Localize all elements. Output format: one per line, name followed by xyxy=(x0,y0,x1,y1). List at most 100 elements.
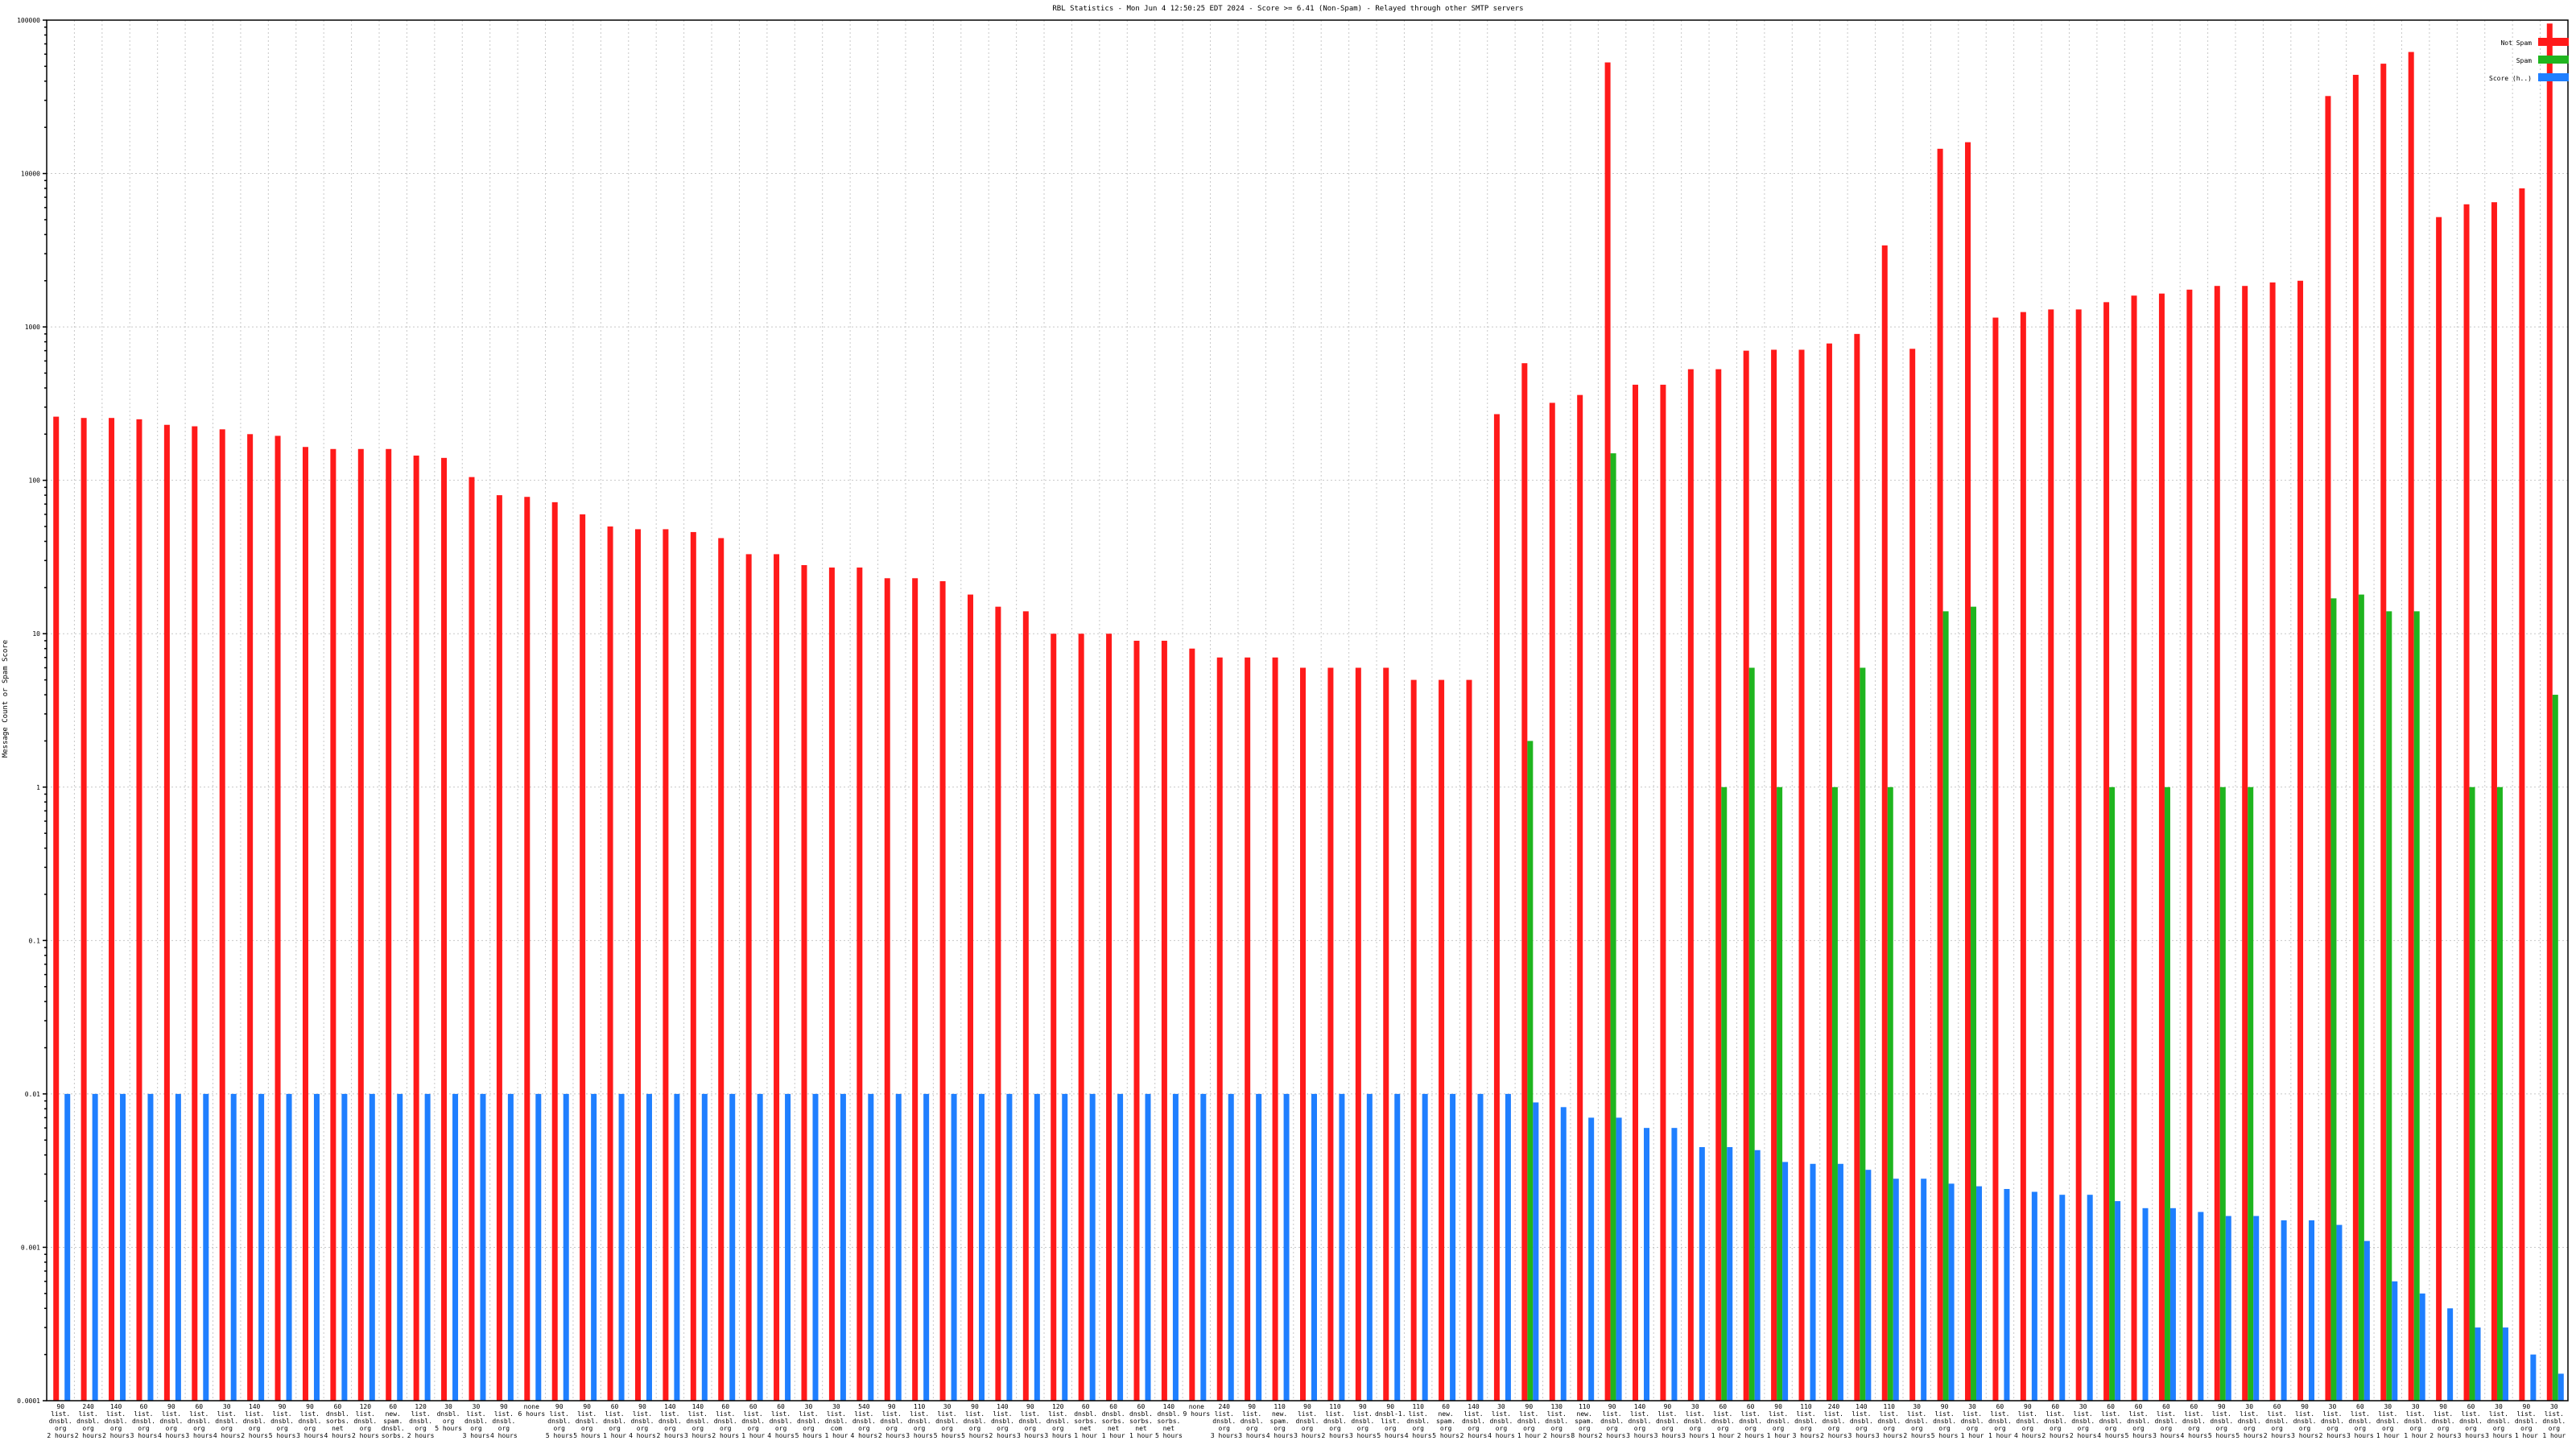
x-tick-label-line: 5 hours xyxy=(1155,1432,1183,1439)
x-tick-label: 60 list. dnsbl. org 1 hour xyxy=(741,1403,765,1439)
x-tick-label-line: list. xyxy=(1990,1410,2009,1418)
score-bar xyxy=(480,1093,486,1401)
x-tick-label-line: 3 hours xyxy=(1211,1432,1238,1439)
x-tick-label-line: 30 xyxy=(2384,1403,2392,1410)
x-tick-label-line: dnsbl. xyxy=(908,1418,931,1425)
x-tick-label-line: dnsbl. xyxy=(2071,1418,2095,1425)
x-tick-label-line: dnsbl. xyxy=(1462,1418,1485,1425)
score-bar xyxy=(1228,1093,1234,1401)
x-tick-label-line: list. xyxy=(162,1410,181,1418)
x-tick-label-line: list. xyxy=(1935,1410,1955,1418)
x-tick-label-line: 2 hours xyxy=(989,1432,1017,1439)
x-tick-label-line: 110 xyxy=(1274,1403,1286,1410)
x-tick-label-line: dnsbl. xyxy=(603,1418,626,1425)
spam-bar xyxy=(2413,611,2420,1401)
not-spam-bar xyxy=(1189,648,1195,1401)
x-tick-label-line: 1 hour xyxy=(1129,1432,1153,1439)
x-tick-label-line: list. xyxy=(494,1410,514,1418)
x-tick-label-line: 3 hours xyxy=(1876,1432,1903,1439)
score-bar xyxy=(951,1093,957,1401)
x-tick-label-line: org xyxy=(692,1425,704,1432)
x-tick-label-line: org xyxy=(637,1425,649,1432)
x-tick-label: 60 list. dnsbl. org 4 hours xyxy=(2181,1403,2208,1439)
x-tick-label-line: 140 xyxy=(110,1403,122,1410)
not-spam-bar xyxy=(1715,369,1722,1402)
x-tick-label-line: 3 hours xyxy=(2485,1432,2512,1439)
x-tick-label: 60 new. spam. org 5 hours xyxy=(1432,1403,1459,1439)
x-tick-label-line: dnsbl. xyxy=(2044,1418,2067,1425)
not-spam-bar xyxy=(2158,293,2165,1401)
score-bar xyxy=(2281,1220,2287,1401)
x-tick-label: 120 list. dnsbl. org 2 hours xyxy=(407,1403,435,1439)
x-tick-label-line: 2 hours xyxy=(2070,1432,2097,1439)
x-tick-label-line: org xyxy=(2409,1425,2421,1432)
not-spam-bar xyxy=(302,447,308,1401)
x-tick-label-line: list. xyxy=(605,1410,625,1418)
not-spam-bar xyxy=(386,448,392,1401)
x-tick-label-line: 1 hour xyxy=(2376,1432,2400,1439)
x-tick-label-line: spam. xyxy=(1575,1418,1594,1425)
x-tick-label-line: 2 hours xyxy=(1599,1432,1626,1439)
x-tick-label-line: 90 xyxy=(1026,1403,1034,1410)
x-tick-label: 90 list. dnsbl. org 5 hours xyxy=(573,1403,601,1439)
x-tick-label: 60 list. dnsbl. org 1 hour xyxy=(603,1403,626,1439)
x-tick-label-line: 60 xyxy=(1719,1403,1727,1410)
x-tick-label: 30 list. dnsbl. com 1 hour xyxy=(824,1403,848,1439)
x-tick-label: 90 list. dnsbl. org 3 hours xyxy=(1294,1403,1321,1439)
x-tick-label-line: dnsbl. xyxy=(132,1418,155,1425)
x-tick-label-line: org xyxy=(720,1425,732,1432)
spam-bar xyxy=(1527,741,1534,1401)
x-tick-label-line: 1 hour xyxy=(2515,1432,2538,1439)
x-tick-label-line: 30 xyxy=(1913,1403,1921,1410)
x-tick-label: 140 list. dnsbl. org 2 hours xyxy=(657,1403,684,1439)
score-bar xyxy=(1477,1093,1484,1401)
x-tick-label-line: dnsbl. xyxy=(797,1418,820,1425)
x-tick-label-line: org xyxy=(82,1425,94,1432)
x-tick-label-line: 2 hours xyxy=(75,1432,102,1439)
x-tick-label: 140 list. dnsbl. org 3 hours xyxy=(1626,1403,1653,1439)
not-spam-bar xyxy=(441,457,448,1401)
score-bar xyxy=(313,1093,320,1401)
x-tick-label-line: 60 xyxy=(389,1403,397,1410)
x-tick-label-line: 5 hours xyxy=(2208,1432,2235,1439)
x-tick-label-line: dnsbl. xyxy=(2210,1418,2233,1425)
x-tick-label-line: 5 hours xyxy=(1432,1432,1459,1439)
x-tick-label-line: dnsbl-1. xyxy=(1375,1410,1406,1418)
score-bar xyxy=(1533,1102,1539,1401)
y-tick-label: 1000 xyxy=(25,324,40,331)
x-tick-label-line: 5 hours xyxy=(2125,1432,2153,1439)
x-tick-label-line: dnsbl. xyxy=(1545,1418,1568,1425)
x-tick-label-line: list. xyxy=(1409,1410,1428,1418)
x-tick-label: 140 list. dnsbl. org 2 hours xyxy=(102,1403,130,1439)
x-tick-label: 90 list. dnsbl. org 3 hours xyxy=(1654,1403,1682,1439)
not-spam-bar xyxy=(1466,679,1472,1401)
x-tick-label: 90 list. dnsbl. org 3 hours xyxy=(296,1403,324,1439)
x-tick-label-line: dnsbl. xyxy=(2238,1418,2261,1425)
x-tick-label-line: org xyxy=(2216,1425,2228,1432)
x-tick-label-line: 60 xyxy=(195,1403,203,1410)
x-tick-label-line: 3 hours xyxy=(1294,1432,1321,1439)
x-tick-label-line: 3 hours xyxy=(2347,1432,2374,1439)
x-tick-label-line: 1 hour xyxy=(1961,1432,1984,1439)
x-tick-label-line: dnsbl. xyxy=(1323,1418,1347,1425)
x-tick-label-line: 2 hours xyxy=(2041,1432,2069,1439)
x-tick-label-line: org xyxy=(2050,1425,2062,1432)
legend-swatch xyxy=(2538,38,2569,46)
x-tick-label-line: 3 hours xyxy=(1238,1432,1265,1439)
x-tick-label-line: 3 hours xyxy=(1682,1432,1709,1439)
x-tick-label-line: 60 xyxy=(2107,1403,2115,1410)
x-tick-label-line: list. xyxy=(1381,1418,1400,1425)
score-bar xyxy=(923,1093,930,1401)
x-tick-label: 90 list. dnsbl. org 5 hours xyxy=(1931,1403,1959,1439)
x-tick-label-line: org xyxy=(2549,1425,2561,1432)
not-spam-bar xyxy=(1245,657,1251,1401)
x-tick-label-line: 3 hours xyxy=(1017,1432,1044,1439)
score-bar xyxy=(591,1093,597,1401)
x-tick-label: 30 list. dnsbl. org 2 hours xyxy=(1903,1403,1930,1439)
x-tick-label-line: dnsbl. xyxy=(1406,1418,1430,1425)
x-tick-label-line: dnsbl. xyxy=(2542,1418,2566,1425)
x-tick-label: 90 list. dnsbl. org 4 hours xyxy=(2014,1403,2041,1439)
x-tick-label-line: 90 xyxy=(888,1403,896,1410)
not-spam-bar xyxy=(1410,679,1417,1401)
